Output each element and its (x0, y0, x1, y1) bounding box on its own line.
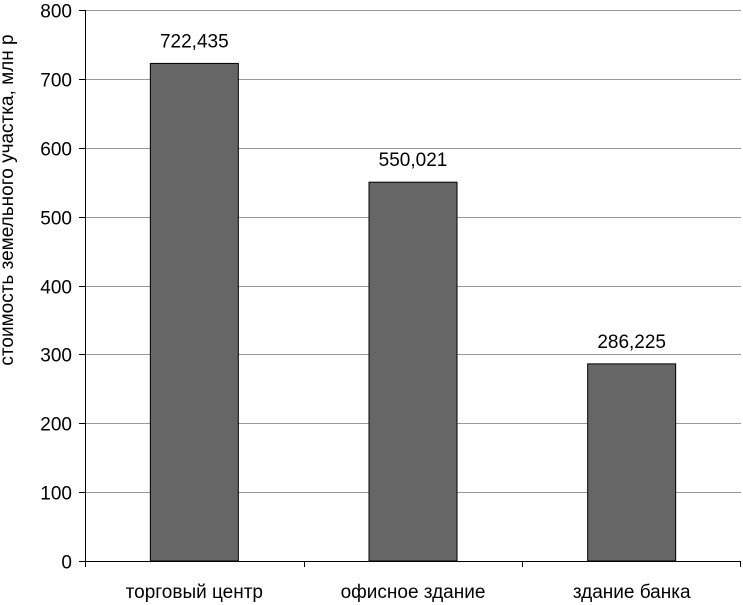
data-labels: 722,435 550,021 286,225 (160, 31, 666, 352)
data-label: 286,225 (597, 332, 666, 353)
bar (368, 181, 458, 562)
bars (149, 62, 677, 562)
bar (587, 363, 677, 562)
category-label: здание банка (573, 582, 691, 603)
category-label: офисное здание (341, 582, 486, 603)
bar (149, 62, 239, 562)
y-tick-label: 0 (61, 553, 72, 574)
y-tick-label: 300 (40, 346, 72, 367)
category-labels: торговый центр офисное здание здание банка (126, 582, 691, 603)
data-label: 550,021 (379, 150, 448, 171)
data-label: 722,435 (160, 31, 229, 52)
y-tick-labels: 0 100 200 300 400 500 600 700 800 (40, 2, 72, 574)
y-axis-title: стоимость земельного участка, млн р (0, 34, 18, 365)
y-tick-label: 600 (40, 140, 72, 161)
y-tick-label: 100 (40, 484, 72, 505)
y-tick-label: 800 (40, 2, 72, 23)
axes (79, 10, 741, 567)
y-tick-label: 700 (40, 71, 72, 92)
y-tick-label: 200 (40, 415, 72, 436)
y-tick-label: 400 (40, 278, 72, 299)
category-label: торговый центр (126, 582, 263, 603)
y-tick-label: 500 (40, 209, 72, 230)
